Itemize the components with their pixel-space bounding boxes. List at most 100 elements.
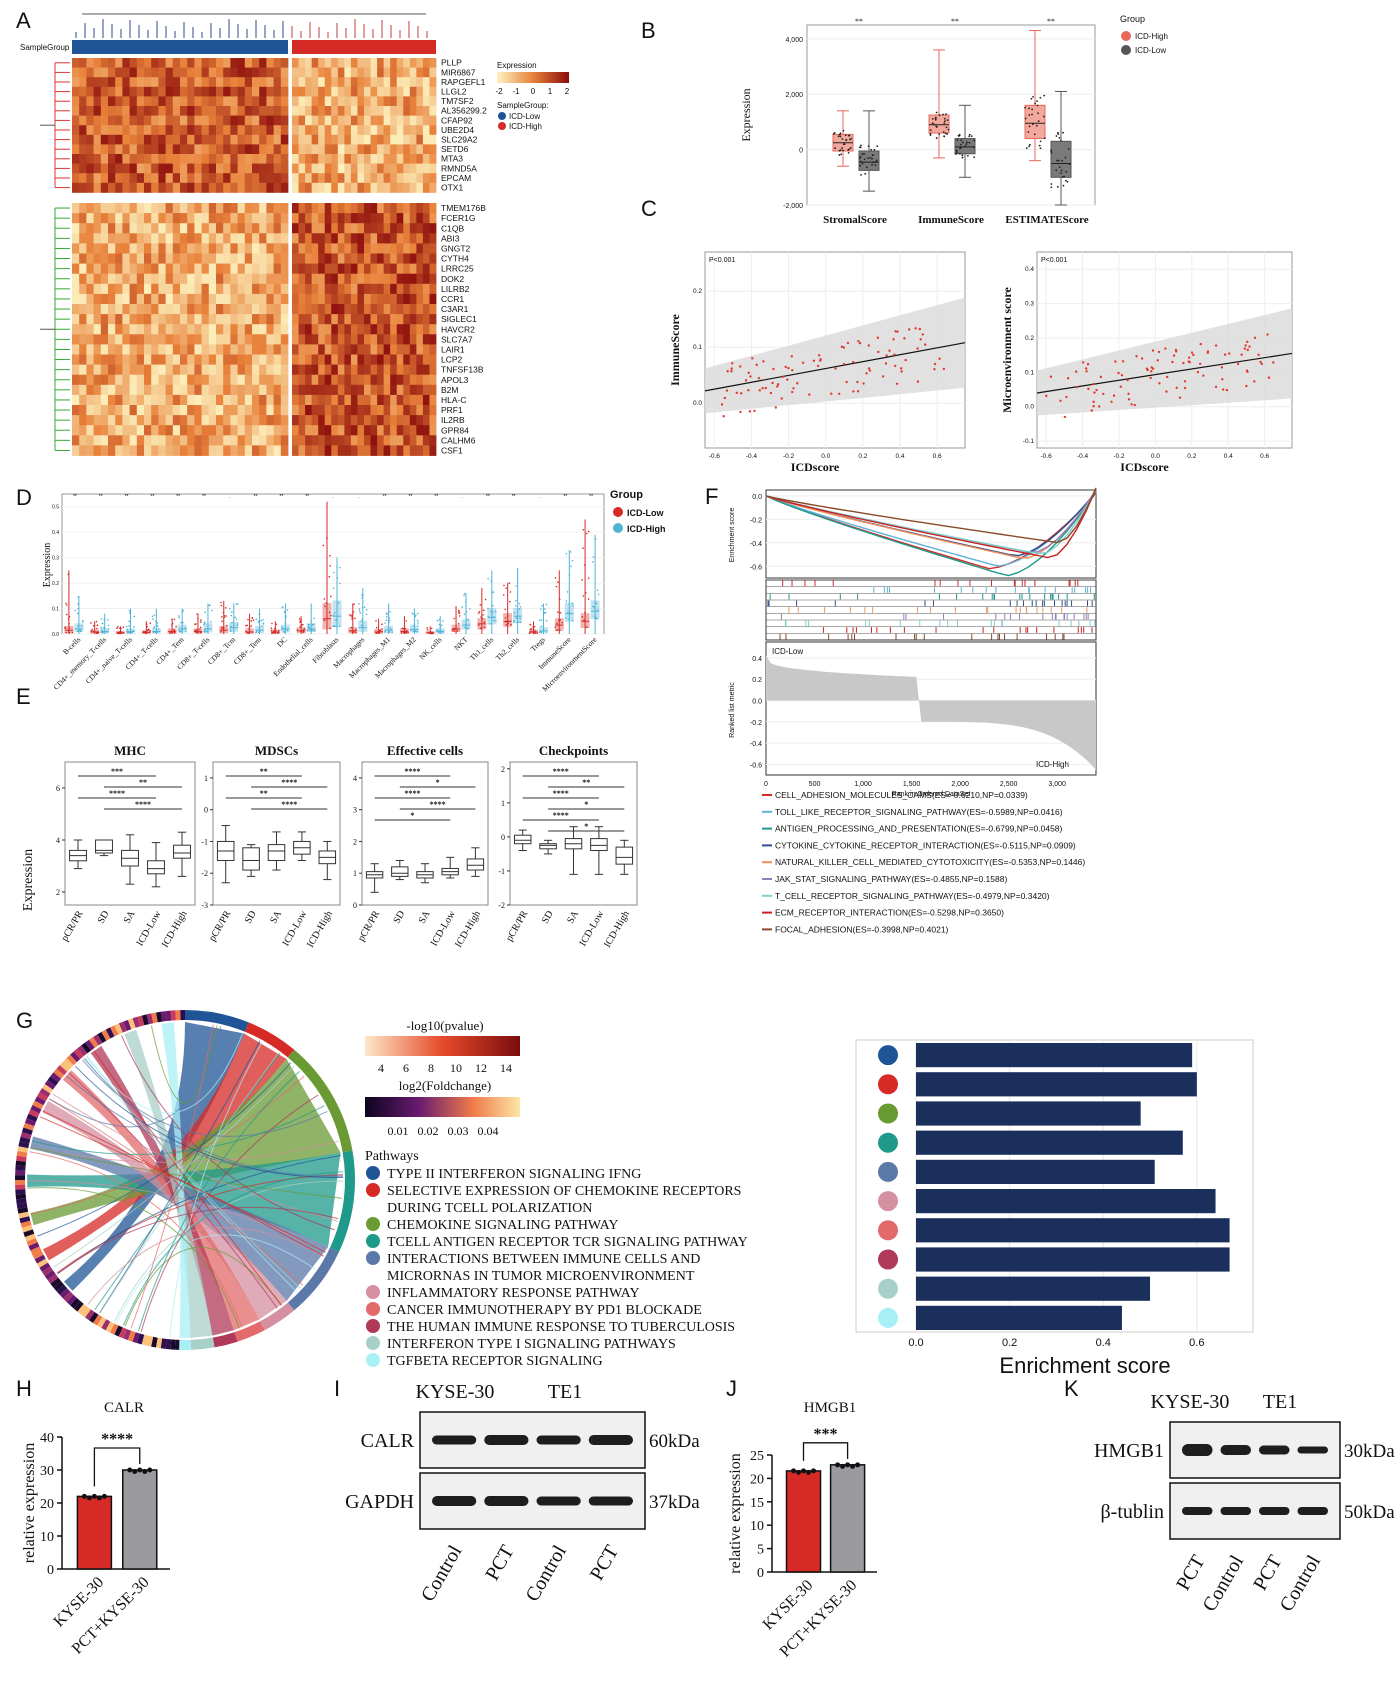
heat-cell <box>318 314 326 325</box>
data-point <box>126 628 129 631</box>
heat-cell <box>151 445 159 456</box>
heat-cell <box>172 405 181 416</box>
heat-cell <box>331 374 339 386</box>
y-axis-label: Microenvironment score <box>1000 287 1014 413</box>
heat-cell <box>115 173 123 184</box>
data-point <box>934 118 937 121</box>
heat-cell <box>416 86 424 97</box>
heat-cell <box>230 233 238 244</box>
heat-cell <box>194 115 202 126</box>
heat-cell <box>429 415 437 426</box>
heat-cell <box>151 283 159 295</box>
heat-cell <box>172 223 181 234</box>
heat-cell <box>86 86 94 97</box>
heat-cell <box>403 233 411 244</box>
heat-cell <box>158 405 166 416</box>
heat-cell <box>237 314 246 325</box>
heat-cell <box>298 173 306 184</box>
data-point <box>74 609 76 612</box>
heat-cell <box>158 394 166 406</box>
heat-cell <box>172 334 181 345</box>
heat-cell <box>364 334 371 345</box>
heat-cell <box>377 253 385 264</box>
heat-cell <box>72 374 80 386</box>
heat-cell <box>72 364 80 376</box>
heat-cell <box>298 445 306 456</box>
heat-cell <box>298 374 306 386</box>
heat-cell <box>390 213 398 224</box>
heat-cell <box>72 233 80 244</box>
heat-cell <box>223 96 231 107</box>
heat-cell <box>72 415 80 426</box>
heat-cell <box>144 435 152 446</box>
heat-cell <box>266 293 274 305</box>
heat-cell <box>208 324 217 335</box>
heat-cell <box>144 263 152 275</box>
heat-cell <box>122 125 130 136</box>
data-point <box>200 631 202 634</box>
heat-cell <box>416 394 424 406</box>
heat-cell <box>194 354 202 365</box>
data-point <box>454 627 456 630</box>
heat-cell <box>357 263 365 275</box>
heat-cell <box>122 134 130 145</box>
heat-cell <box>311 324 319 335</box>
heat-cell <box>324 253 332 264</box>
x-tick-label: -0.6 <box>1041 453 1053 460</box>
data-point <box>152 618 154 620</box>
heat-cell <box>208 314 217 325</box>
heat-cell <box>187 96 195 107</box>
y-tick-label: -2 <box>201 869 208 878</box>
pathway-sector <box>287 1247 340 1311</box>
heat-cell <box>194 384 202 396</box>
heat-cell <box>280 394 289 406</box>
data-point <box>203 630 206 632</box>
box <box>466 858 485 871</box>
heat-cell <box>72 86 80 97</box>
data-point <box>860 144 862 147</box>
heat-cell <box>216 58 224 68</box>
data-point <box>874 161 877 163</box>
gene-chord <box>99 1040 261 1314</box>
heat-cell <box>292 96 299 107</box>
enrichment-bar <box>916 1276 1151 1301</box>
data-point <box>326 536 328 539</box>
data-point <box>68 627 71 630</box>
legend-label: NATURAL_KILLER_CELL_MEDIATED_CYTOTOXICIT… <box>775 857 1085 867</box>
heat-cell <box>180 314 188 325</box>
scatter-point <box>1149 376 1152 380</box>
heat-cell <box>357 154 365 164</box>
scatter-point <box>1133 403 1136 407</box>
heat-cell <box>180 223 188 234</box>
heat-cell <box>409 415 417 426</box>
heat-cell <box>357 405 365 416</box>
heat-cell <box>129 344 138 355</box>
heat-cell <box>115 405 123 416</box>
heat-cell <box>331 354 339 365</box>
data-point <box>261 625 263 627</box>
legend-swatch-ICD-High <box>1121 31 1131 41</box>
heat-cell <box>311 415 319 426</box>
heat-cell <box>122 425 130 436</box>
heat-cell <box>377 67 385 78</box>
ring-segment <box>118 1327 127 1339</box>
heat-cell <box>409 213 417 224</box>
heat-cell <box>396 293 404 305</box>
pathway-legend-dot <box>366 1251 380 1265</box>
heat-cell <box>244 243 253 254</box>
heat-cell <box>144 344 152 355</box>
heat-cell <box>409 384 417 396</box>
heat-cell <box>86 173 94 184</box>
heat-cell <box>344 115 352 126</box>
heat-cell <box>324 405 332 416</box>
heat-cell <box>216 304 224 315</box>
significance-mark: **** <box>404 767 420 776</box>
heat-cell <box>344 213 352 224</box>
heat-cell <box>280 405 289 416</box>
data-point <box>300 629 302 632</box>
heat-cell <box>416 283 424 295</box>
heat-cell <box>180 405 188 416</box>
data-point <box>168 632 171 634</box>
heat-cell <box>298 314 306 325</box>
heat-cell <box>237 67 246 78</box>
